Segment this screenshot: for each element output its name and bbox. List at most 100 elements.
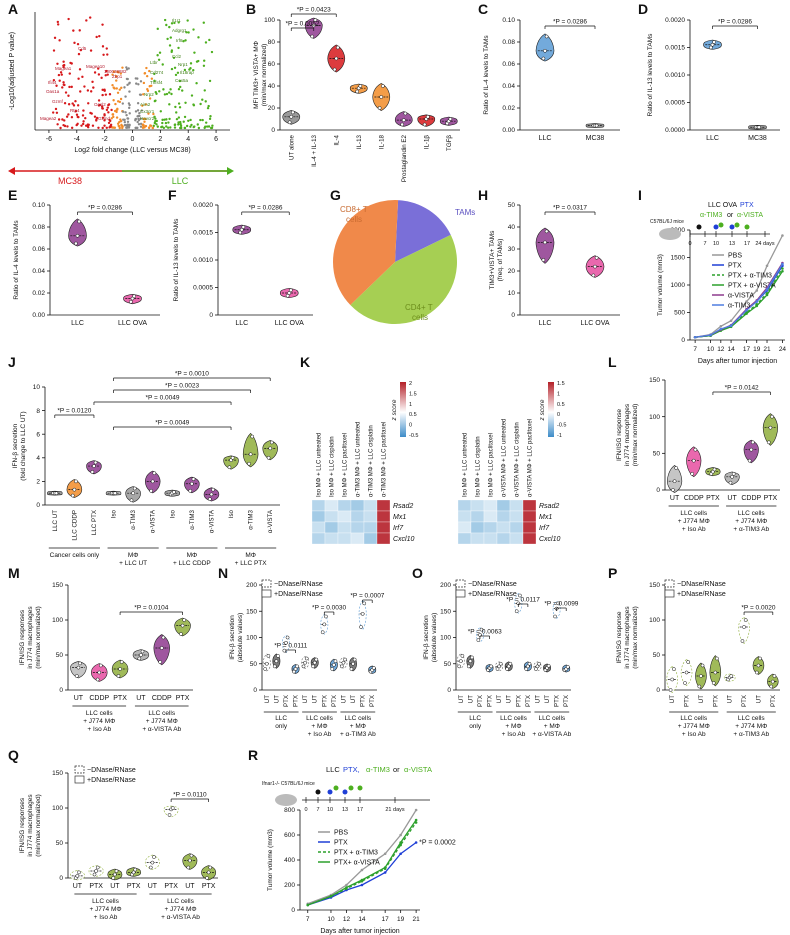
- volcano-point: [77, 52, 81, 56]
- volcano-point: [52, 49, 56, 52]
- volcano-point: [61, 118, 64, 121]
- volcano-point: [125, 66, 128, 69]
- heatmap-cell: [376, 532, 391, 545]
- data-point: [99, 663, 103, 668]
- volcano-point: [177, 121, 180, 124]
- data-point: [340, 664, 344, 669]
- volcano-point: [136, 115, 139, 118]
- x-tick-label: 2: [158, 136, 162, 143]
- heatmap-column-label: Iso MΦ + LLC paclitaxel: [489, 433, 495, 497]
- volcano-point: [110, 108, 113, 112]
- volcano-point: [126, 77, 129, 81]
- data-point: [170, 806, 175, 810]
- legend-swatch: [261, 579, 272, 588]
- volcano-point: [128, 82, 131, 85]
- y-tick-label: 0.0000: [665, 127, 685, 134]
- y-tick-label: 0.0015: [193, 230, 213, 237]
- category-label: UT: [110, 883, 120, 890]
- volcano-point: [134, 77, 138, 80]
- volcano-point: [118, 88, 121, 91]
- arrow-head-left: [8, 167, 15, 175]
- y-tick-label: 50: [508, 202, 516, 209]
- y-tick-label: 30: [508, 246, 516, 253]
- schematic-label: or: [393, 765, 400, 774]
- volcano-point: [181, 89, 184, 92]
- gene-label: 100038882: [104, 69, 127, 74]
- data-point: [770, 414, 774, 419]
- data-point: [274, 659, 279, 663]
- volcano-point: [59, 126, 62, 130]
- volcano-point: [114, 102, 117, 106]
- panel-R: 0 200 400 600 800 Tumor volume (mm3) 7 10 12 14 17…: [262, 765, 456, 935]
- volcano-point: [154, 117, 157, 120]
- volcano-point: [210, 50, 214, 54]
- data-point: [332, 67, 337, 72]
- data-point: [772, 674, 777, 678]
- volcano-point: [203, 59, 206, 62]
- volcano-point: [165, 23, 168, 27]
- volcano-point: [101, 23, 104, 26]
- y-tick-label: 0.0020: [193, 202, 213, 209]
- volcano-point: [177, 46, 180, 50]
- data-point: [247, 461, 251, 466]
- y-tick-label: 100: [264, 17, 275, 24]
- y-axis-label: in J774 macrophages: [27, 794, 34, 857]
- heatmap-cell: [522, 499, 537, 512]
- volcano-point: [199, 118, 202, 122]
- volcano-point: [159, 110, 162, 113]
- heatmap-cell: [311, 499, 326, 512]
- volcano-point: [103, 113, 106, 116]
- volcano-point: [205, 125, 209, 128]
- legend-label: −DNase/RNase: [468, 581, 517, 588]
- volcano-point: [125, 113, 128, 117]
- volcano-point: [156, 27, 159, 31]
- gene-label: Adgrg1: [172, 28, 187, 33]
- volcano-point: [166, 37, 169, 41]
- p-value-label: *P = 0.0052: [285, 21, 319, 28]
- y-axis-label: Tumor volume (mm3): [267, 829, 274, 891]
- gene-label: Oas1a: [46, 89, 60, 94]
- x-tick-label: 10: [707, 346, 715, 353]
- heatmap-cell: [509, 510, 524, 523]
- panel-N: 0 50 100 150 200 IFN-β secretion (absolute val…: [229, 579, 385, 738]
- data-point: [505, 667, 509, 671]
- series-point: [781, 267, 784, 270]
- volcano-point: [68, 85, 71, 89]
- y-tick-label: 2: [36, 479, 40, 486]
- data-point: [311, 23, 316, 28]
- volcano-point: [138, 111, 141, 115]
- volcano-point: [127, 67, 130, 70]
- heatmap-column-label: Iso MΦ + LLC untreated: [317, 433, 323, 497]
- volcano-point: [173, 126, 177, 129]
- y-axis-label: (fold change to LLC UT): [20, 411, 27, 480]
- volcano-point: [170, 92, 173, 96]
- volcano-point: [87, 123, 90, 127]
- data-point: [139, 653, 143, 657]
- category-label: LLC: [235, 320, 248, 327]
- data-point: [132, 294, 136, 299]
- category-label: PTX: [764, 495, 778, 502]
- x-tick-label: -6: [46, 136, 52, 143]
- data-point: [670, 677, 675, 682]
- schematic-mice-label: C57BL/6J mice: [650, 219, 684, 225]
- group-label: LLC cells: [344, 715, 371, 722]
- category-label: IL-4 + IL-13: [311, 134, 318, 166]
- group-label: + J774 MΦ: [678, 723, 710, 730]
- y-axis-label: IFN-β secretion: [423, 615, 430, 660]
- colorbar-tick: 0: [557, 412, 560, 418]
- data-point: [674, 466, 679, 470]
- volcano-point: [189, 118, 192, 122]
- y-tick-label: 0: [59, 687, 63, 694]
- y-tick-label: 6: [36, 431, 40, 438]
- volcano-point: [173, 66, 177, 69]
- volcano-point: [87, 102, 90, 105]
- heatmap-cell: [522, 532, 537, 545]
- volcano-point: [62, 60, 65, 63]
- legend-swatch: [74, 775, 85, 784]
- volcano-point: [207, 104, 210, 108]
- category-label: α-VISTA: [150, 509, 157, 533]
- data-point: [78, 661, 82, 666]
- category-label: UT: [506, 695, 513, 703]
- series-point: [399, 833, 402, 837]
- schematic-label: PTX: [740, 202, 754, 209]
